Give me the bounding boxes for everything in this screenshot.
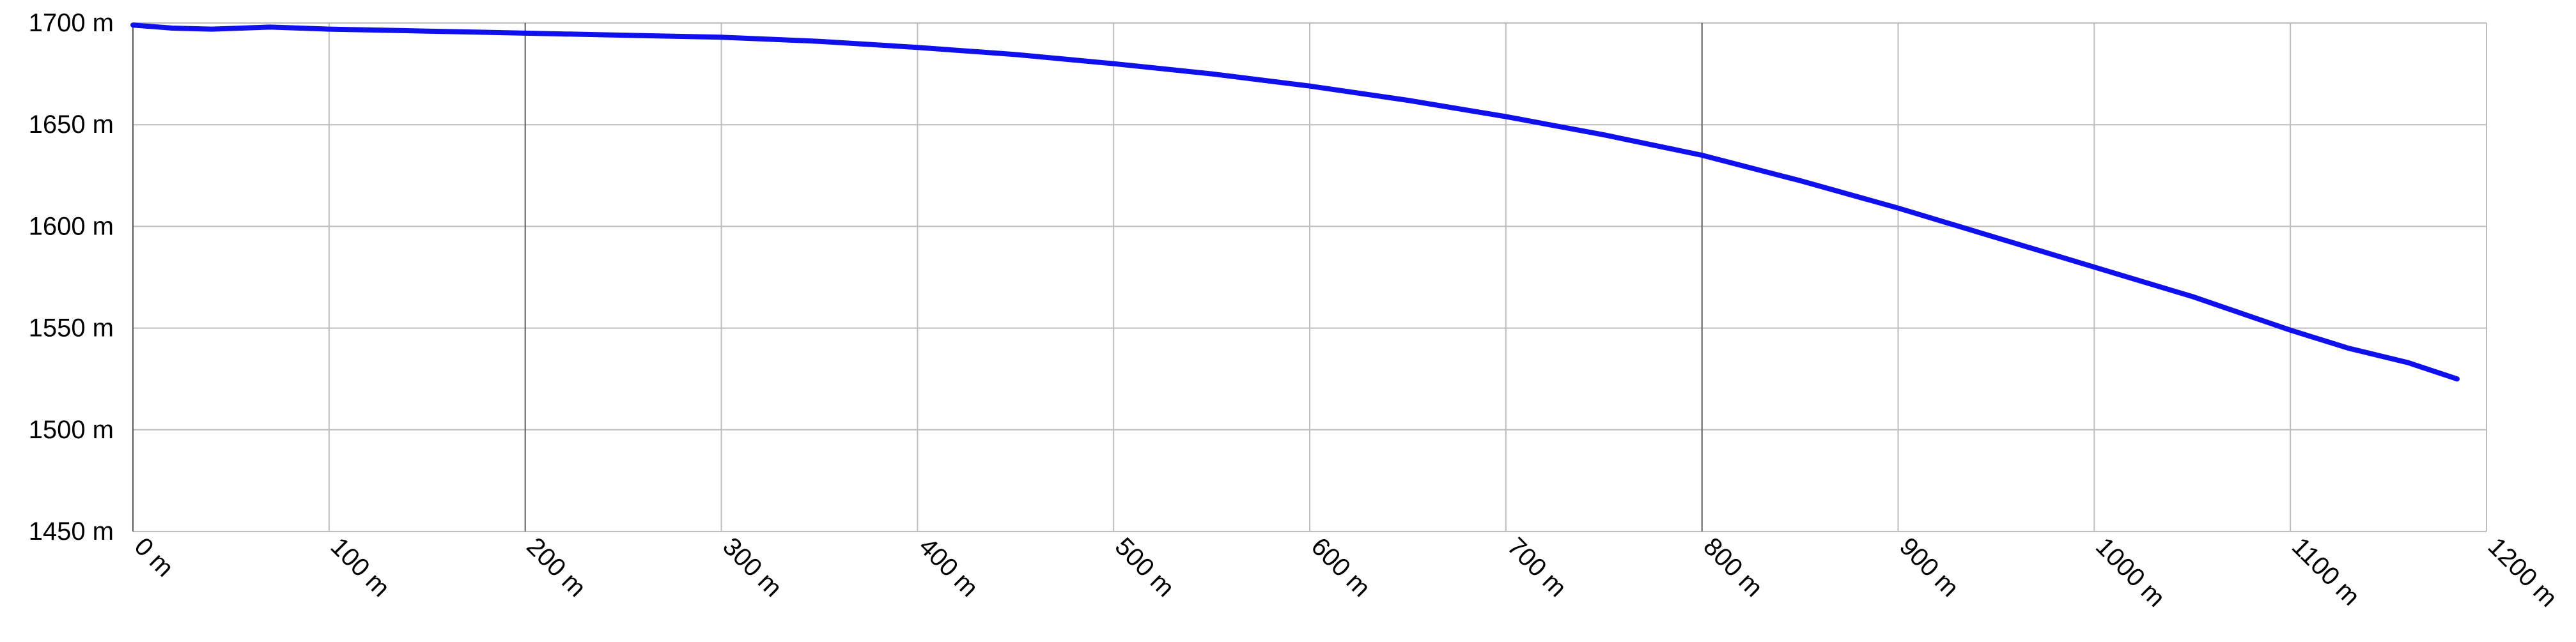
x-tick-label: 1100 m [2286, 532, 2365, 611]
x-tick-label: 300 m [717, 532, 788, 602]
y-tick-label: 1700 m [29, 9, 114, 37]
x-tick-label: 500 m [1110, 532, 1180, 602]
y-tick-label: 1650 m [29, 111, 114, 139]
x-tick-label: 200 m [521, 532, 591, 602]
x-tick-label: 400 m [913, 532, 984, 602]
x-tick-label: 700 m [1501, 532, 1572, 602]
y-tick-label: 1450 m [29, 517, 114, 546]
x-tick-label: 800 m [1698, 532, 1768, 602]
elevation-line [130, 22, 2460, 382]
tick-label-layer: 1450 m 1500 m 1550 m 1600 m 1650 m 1700 m 0 m 1… [29, 9, 2563, 613]
x-tick-label: 0 m [129, 532, 179, 582]
x-tick-label: 900 m [1894, 532, 1964, 602]
y-tick-label: 1550 m [29, 314, 114, 342]
x-tick-label: 1200 m [2483, 532, 2563, 612]
grid-layer [132, 22, 2487, 532]
x-tick-label: 600 m [1306, 532, 1376, 602]
x-tick-label: 100 m [325, 532, 395, 602]
y-tick-label: 1600 m [29, 212, 114, 240]
series-layer [130, 22, 2460, 382]
y-tick-label: 1500 m [29, 416, 114, 444]
x-tick-label: 1000 m [2090, 532, 2170, 612]
